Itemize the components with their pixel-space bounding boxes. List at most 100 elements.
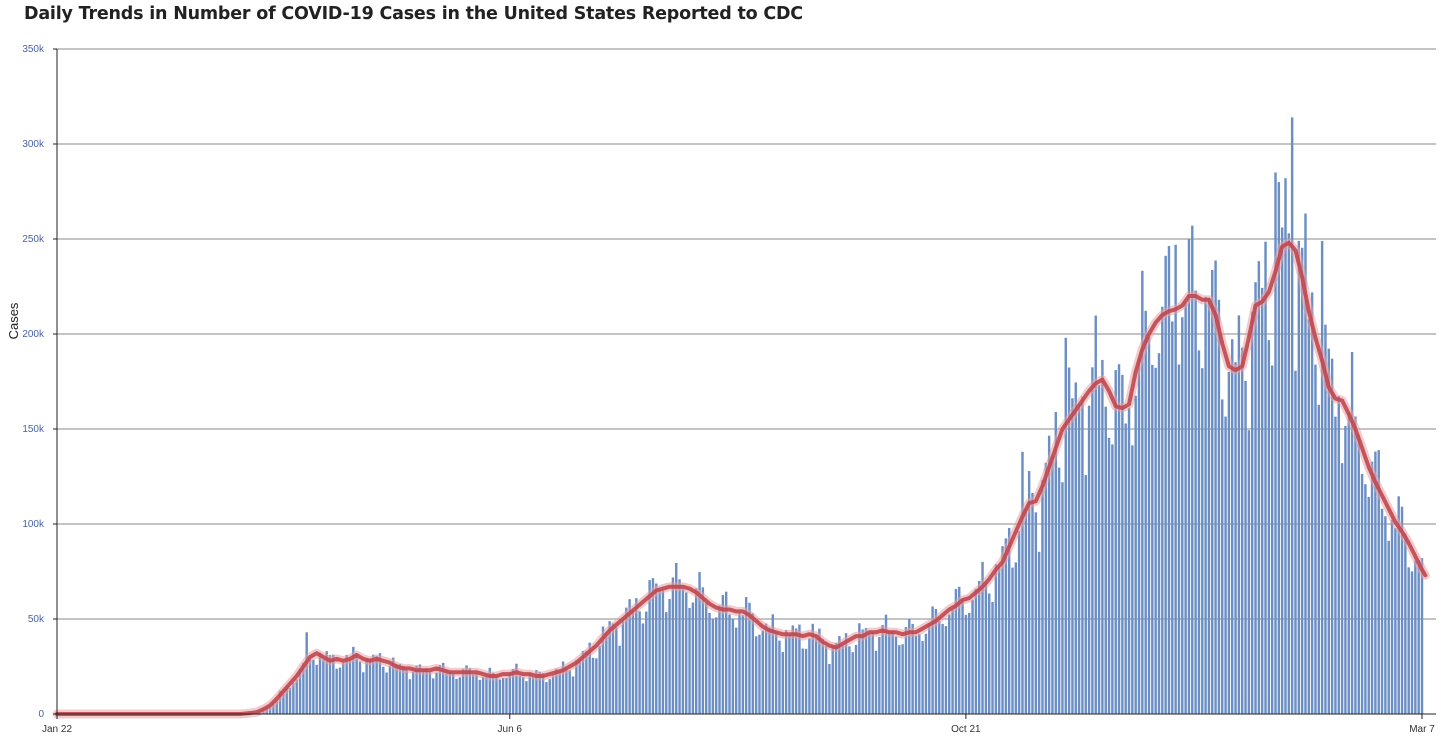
bar [641, 623, 645, 714]
bar [1194, 290, 1197, 714]
bar [864, 628, 868, 714]
bar [322, 659, 325, 714]
bar [771, 614, 775, 714]
bar [1370, 461, 1374, 714]
bar [1044, 462, 1048, 714]
bar [495, 675, 498, 714]
bar [1091, 367, 1094, 714]
bar [595, 658, 598, 714]
bar [545, 682, 548, 714]
bar [1061, 482, 1064, 714]
bar [1167, 245, 1171, 714]
bar [525, 681, 528, 714]
bar [615, 627, 618, 714]
bar [288, 688, 292, 714]
bar [1017, 531, 1021, 714]
bar [811, 623, 814, 714]
bar [1280, 227, 1284, 714]
bar [1417, 559, 1420, 714]
bar [984, 582, 988, 714]
bar [991, 601, 994, 714]
bar [754, 636, 758, 714]
bar [698, 572, 701, 714]
bar [924, 633, 928, 714]
bar [1117, 364, 1121, 714]
bar [711, 618, 715, 714]
y-tick-label: 100k [22, 519, 45, 530]
bar [388, 665, 392, 714]
bar [1067, 367, 1071, 714]
bar [1244, 380, 1247, 714]
bar [445, 669, 448, 714]
bar [1407, 567, 1410, 714]
bar [821, 638, 824, 714]
bar [685, 592, 688, 714]
bar [1344, 425, 1347, 714]
bar [282, 689, 285, 714]
bar [798, 624, 801, 714]
x-tick-label: Mar 7 [1409, 724, 1435, 735]
bar [1077, 404, 1081, 714]
bar [831, 645, 834, 714]
bar [585, 650, 588, 714]
bar [1007, 528, 1011, 714]
bar [994, 564, 998, 714]
bar [1340, 463, 1344, 714]
bar [608, 621, 611, 714]
bar [848, 646, 851, 714]
bar [1087, 405, 1091, 714]
bar [774, 631, 778, 714]
bar [385, 672, 388, 714]
bar [1390, 519, 1394, 714]
bar [718, 605, 721, 714]
bar [1211, 269, 1214, 714]
x-tick-label: Jun 6 [498, 724, 523, 735]
bar [731, 618, 735, 714]
bar [938, 620, 941, 714]
bar [1137, 359, 1141, 714]
bar [611, 623, 615, 714]
bar [1001, 546, 1004, 714]
bar [1380, 508, 1384, 714]
moving-average-series [52, 238, 1430, 719]
bar [1214, 260, 1217, 714]
bar [1264, 241, 1267, 714]
bar [981, 561, 984, 714]
bar [378, 653, 382, 714]
bar [661, 590, 665, 714]
bar [1367, 496, 1370, 714]
bar [501, 678, 505, 714]
bar [1257, 261, 1261, 714]
bar [1054, 412, 1057, 714]
bar [1397, 496, 1400, 714]
bar [738, 612, 741, 714]
bar [402, 665, 405, 714]
bar [431, 678, 435, 714]
bar [498, 679, 502, 714]
bar [508, 672, 511, 714]
bar [1347, 412, 1350, 714]
bar [1324, 324, 1327, 714]
bar [455, 678, 458, 714]
bar [1277, 182, 1281, 714]
bar [571, 676, 575, 714]
bar [1360, 473, 1364, 714]
bar [914, 635, 918, 714]
bar [338, 667, 342, 714]
bar [302, 663, 305, 714]
bar [355, 652, 358, 714]
bar [1174, 244, 1177, 714]
bar [631, 609, 635, 714]
bar [588, 642, 591, 714]
bar [1177, 364, 1181, 714]
bar [1144, 310, 1147, 714]
y-tick-label: 250k [22, 234, 45, 245]
bar [488, 667, 492, 714]
bar [1354, 416, 1357, 714]
bar [1171, 321, 1174, 714]
bar [638, 611, 641, 714]
bar [1304, 213, 1307, 715]
bar [1021, 451, 1024, 714]
bar [352, 646, 355, 714]
